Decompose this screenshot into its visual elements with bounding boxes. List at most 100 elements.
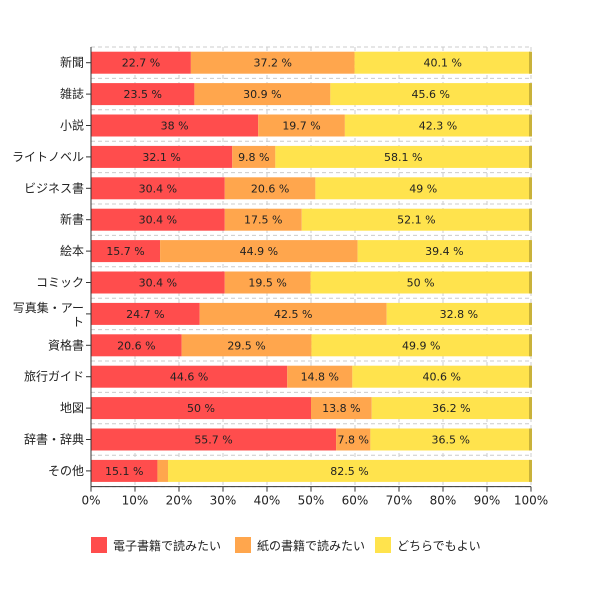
data-label: 42.3 % <box>419 120 457 133</box>
legend-label: 紙の書籍で読みたい <box>257 538 365 553</box>
bar-segment <box>311 397 372 420</box>
bar-segment <box>160 240 358 263</box>
x-tick-label: 10% <box>122 494 149 508</box>
bar-segment <box>91 397 311 420</box>
bar-segment <box>354 51 531 74</box>
bar-end-cap <box>529 459 532 482</box>
bar-end-cap <box>529 145 532 168</box>
data-label: 23.5 % <box>123 88 161 101</box>
bar-segment <box>224 177 316 200</box>
bar-end-cap <box>529 365 532 388</box>
bar-segment <box>91 334 182 357</box>
data-label: 7.8 % <box>338 434 369 447</box>
bar-segment <box>91 240 161 263</box>
data-label: 40.1 % <box>424 57 462 70</box>
bar-segment <box>181 334 312 357</box>
bar-segment <box>287 365 353 388</box>
bar-segment <box>91 365 288 388</box>
data-label: 36.2 % <box>432 402 470 415</box>
category-label: ライトノベル <box>12 150 84 164</box>
axes: 新聞雑誌小説ライトノベルビジネス書新書絵本コミック写真集・アート資格書旅行ガイド… <box>12 47 548 508</box>
x-tick-label: 0% <box>81 494 100 508</box>
data-label: 44.9 % <box>240 245 278 258</box>
bar-end-cap <box>529 302 532 325</box>
bar-segment <box>91 459 158 482</box>
bar-end-cap <box>529 271 532 294</box>
category-label: 新聞 <box>60 55 84 70</box>
data-label: 15.1 % <box>105 465 143 478</box>
bar-segment <box>386 302 531 325</box>
category-label: コミック <box>36 276 84 290</box>
bar-end-cap <box>529 334 532 357</box>
bar-end-cap <box>529 177 532 200</box>
x-tick-label: 100% <box>514 494 548 508</box>
bar-end-cap <box>529 428 532 451</box>
data-label: 49.9 % <box>402 339 440 352</box>
data-label: 9.8 % <box>238 151 269 164</box>
data-label: 58.1 % <box>384 151 422 164</box>
bar-segment <box>157 459 168 482</box>
bar-segment <box>194 83 331 106</box>
bar-end-cap <box>529 51 532 74</box>
bar-segment <box>91 114 259 137</box>
category-label: ビジネス書 <box>24 181 84 195</box>
x-tick-label: 70% <box>386 494 413 508</box>
data-label: 30.4 % <box>139 182 177 195</box>
data-label: 50 % <box>187 402 215 415</box>
data-label: 42.5 % <box>274 308 312 321</box>
bar-segment <box>370 428 531 451</box>
data-label: 49 % <box>409 182 437 195</box>
data-label: 38 % <box>161 120 189 133</box>
data-label: 13.8 % <box>322 402 360 415</box>
bar-segment <box>224 208 302 231</box>
category-label: その他 <box>48 464 84 478</box>
data-label: 50 % <box>407 277 435 290</box>
data-label: 32.1 % <box>142 151 180 164</box>
bar-segment <box>357 240 531 263</box>
bar-segment <box>168 459 531 482</box>
x-tick-label: 30% <box>210 494 237 508</box>
category-label: 新書 <box>60 212 84 227</box>
data-label: 36.5 % <box>431 434 469 447</box>
legend-swatch <box>91 537 107 553</box>
category-label: 絵本 <box>60 243 84 258</box>
x-tick-label: 50% <box>298 494 325 508</box>
bar-segment <box>91 428 337 451</box>
bar-segment <box>311 334 531 357</box>
data-label: 14.8 % <box>301 371 339 384</box>
bar-segment <box>315 177 531 200</box>
bar-segment <box>330 83 531 106</box>
legend: 電子書籍で読みたい 紙の書籍で読みたい どちらでもよい <box>91 537 481 553</box>
bar-segment <box>91 177 225 200</box>
category-label: 資格書 <box>48 337 84 352</box>
grid-lines <box>90 46 532 488</box>
bar-end-cap <box>529 114 532 137</box>
x-tick-label: 80% <box>430 494 457 508</box>
bars: 22.7 % 37.2 % 40.1 % 23.5 % 30.9 % 45.6 % 38 %… <box>91 51 532 482</box>
bar-segment <box>344 114 531 137</box>
data-label: 45.6 % <box>411 88 449 101</box>
bar-segment <box>91 271 225 294</box>
data-label: 82.5 % <box>330 465 368 478</box>
bar-segment <box>301 208 531 231</box>
bar-segment <box>91 145 233 168</box>
data-label: 30.4 % <box>139 277 177 290</box>
data-label: 19.7 % <box>282 120 320 133</box>
data-label: 20.6 % <box>251 182 289 195</box>
data-label: 39.4 % <box>425 245 463 258</box>
category-label: 旅行ガイド <box>24 370 84 384</box>
bar-segment <box>336 428 371 451</box>
x-tick-label: 40% <box>254 494 281 508</box>
data-label: 55.7 % <box>194 434 232 447</box>
data-label: 30.9 % <box>243 88 281 101</box>
bar-segment <box>199 302 387 325</box>
bar-segment <box>371 397 531 420</box>
data-label: 37.2 % <box>253 57 291 70</box>
data-label: 29.5 % <box>227 339 265 352</box>
data-label: 17.5 % <box>244 214 282 227</box>
data-label: 22.7 % <box>122 57 160 70</box>
bar-end-cap <box>529 83 532 106</box>
data-label: 52.1 % <box>397 214 435 227</box>
bar-segment <box>310 271 531 294</box>
